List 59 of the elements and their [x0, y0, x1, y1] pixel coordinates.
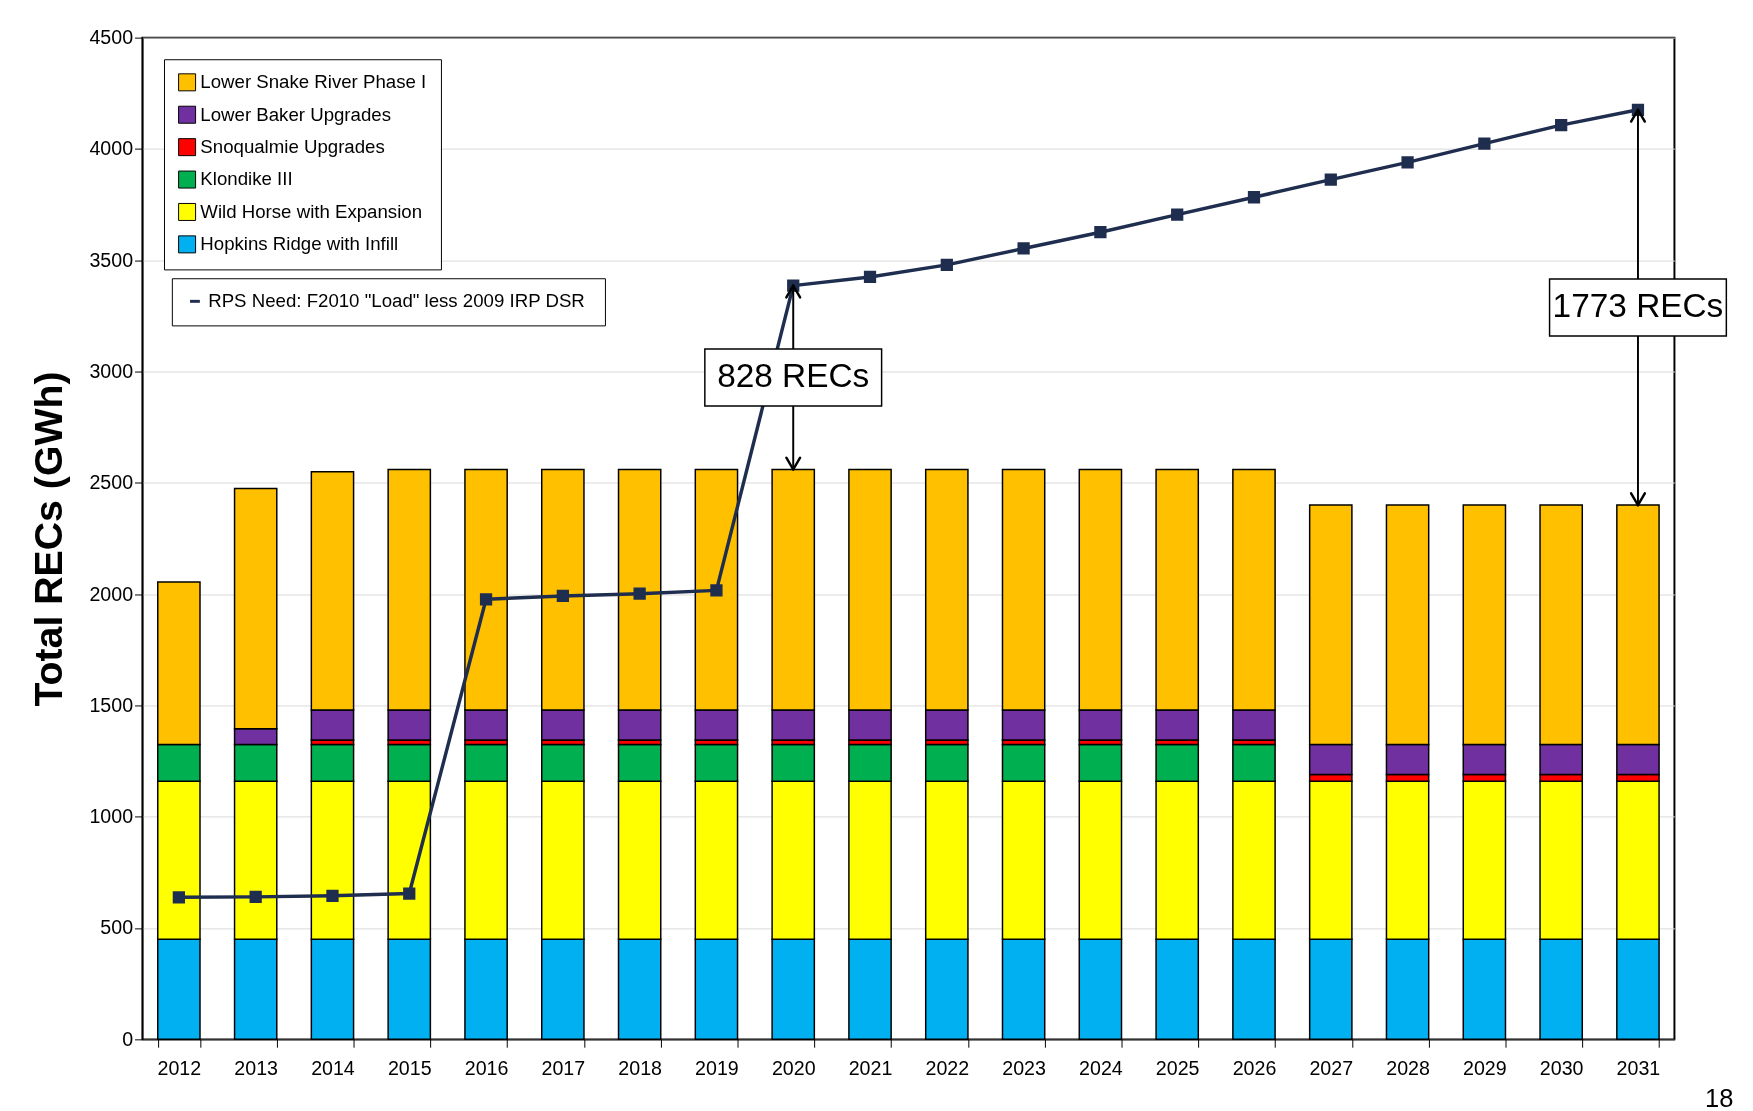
point	[1247, 191, 1261, 204]
legend-label: RPS Need: F2010 "Load" less 2009 IRP DSR	[208, 290, 585, 312]
y-tick-label: 4500	[89, 26, 134, 49]
x-tick-label: 2013	[234, 1057, 279, 1080]
y-tick-label: 2000	[89, 582, 134, 605]
x-tick-label: 2016	[464, 1057, 509, 1080]
annotation: 1773 RECs	[1552, 287, 1724, 325]
point	[863, 270, 877, 284]
point	[1401, 156, 1414, 169]
y-tick-label: 3500	[89, 248, 134, 271]
x-tick-label: 2024	[1079, 1057, 1123, 1080]
x-tick-label: 2015	[387, 1057, 432, 1080]
point	[172, 891, 186, 904]
x-tick-label: 2027	[1309, 1057, 1354, 1080]
point	[556, 589, 569, 603]
y-tick-label: 1500	[89, 693, 134, 716]
legend-label: Klondike III	[200, 168, 293, 190]
point	[403, 887, 416, 900]
x-tick-label: 2018	[618, 1057, 663, 1080]
y-tick-label: 1000	[89, 805, 134, 828]
point	[1555, 119, 1568, 132]
y-tick-label: 4000	[89, 137, 134, 160]
legend-label: Wild Horse with Expansion	[200, 200, 423, 222]
x-tick-label: 2031	[1616, 1057, 1661, 1080]
x-tick-label: 2029	[1463, 1057, 1507, 1080]
legend-label: Hopkins Ridge with Infill	[200, 233, 399, 255]
x-tick-label: 2022	[925, 1057, 970, 1080]
x-tick-label: 2019	[695, 1057, 739, 1080]
legend-label: Lower Snake River Phase I	[200, 71, 427, 93]
point	[1094, 226, 1107, 239]
y-tick-label: 0	[122, 1027, 134, 1050]
x-tick-label: 2017	[541, 1057, 586, 1080]
point	[326, 889, 339, 902]
point	[1324, 173, 1337, 186]
y-tick-label: 3000	[89, 359, 134, 382]
point	[1171, 208, 1184, 221]
x-tick-label: 2021	[848, 1057, 893, 1080]
x-tick-label: 2030	[1539, 1057, 1584, 1080]
point	[1017, 242, 1030, 255]
legend-label: Snoqualmie Upgrades	[200, 136, 385, 158]
x-tick-label: 2020	[771, 1057, 816, 1080]
text: 18	[1704, 1084, 1734, 1111]
x-tick-label: 2025	[1155, 1057, 1200, 1080]
point	[633, 587, 646, 600]
annotation: 828 RECs	[717, 357, 870, 395]
x-tick-label: 2014	[311, 1057, 355, 1080]
x-tick-label: 2028	[1386, 1057, 1430, 1080]
point	[710, 584, 723, 597]
point	[940, 258, 953, 272]
point	[249, 890, 262, 904]
y-axis-title: Total RECs (GWh)	[25, 371, 70, 707]
y-tick-label: 2500	[89, 471, 134, 494]
x-tick-label: 2023	[1002, 1057, 1047, 1080]
legend-label: Lower Baker Upgrades	[200, 103, 391, 125]
x-tick-label: 2012	[157, 1057, 202, 1080]
x-tick-label: 2026	[1232, 1057, 1277, 1080]
point	[1478, 137, 1491, 150]
y-tick-label: 500	[100, 916, 134, 939]
point	[479, 593, 493, 606]
